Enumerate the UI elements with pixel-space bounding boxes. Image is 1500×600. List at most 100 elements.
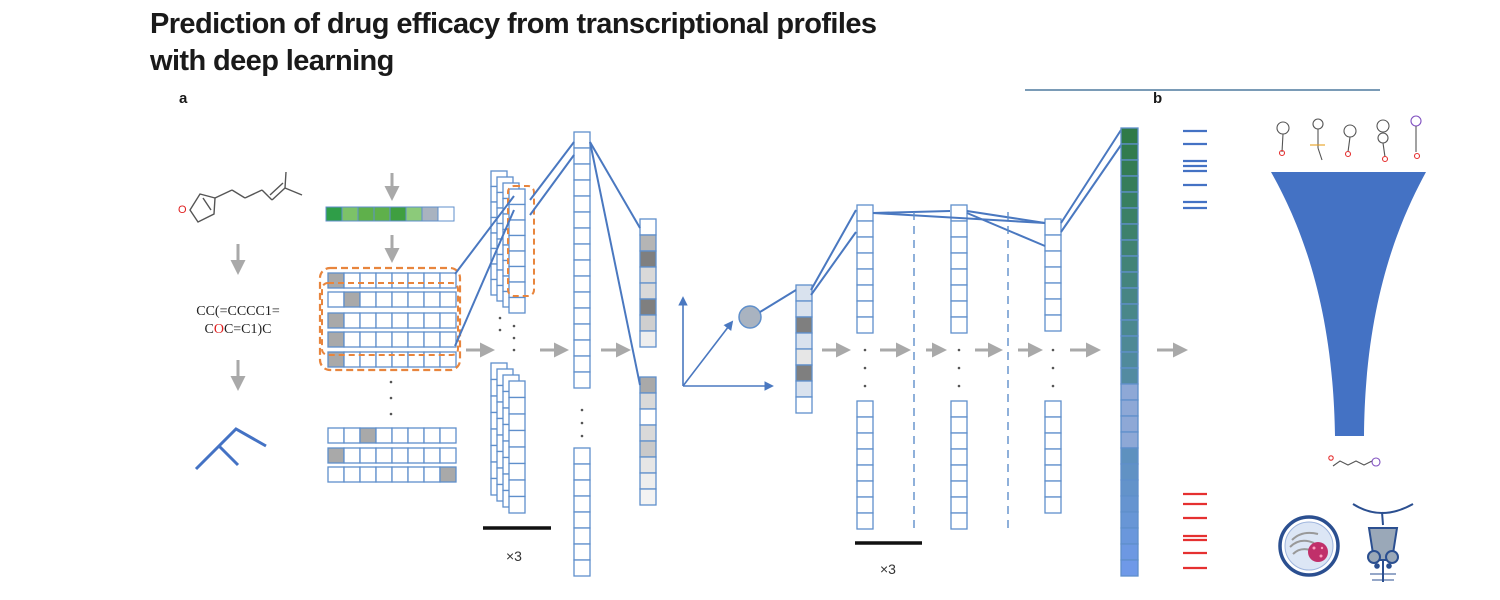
dense-cell [1044,282,1062,300]
matrix-cell [375,331,393,348]
matrix-cell [327,312,345,329]
dense-cell [950,432,968,450]
dense-cell [856,316,874,334]
matrix-cell [343,272,361,289]
latent-point [738,305,762,329]
output-cell [1120,335,1139,353]
dense-cell [573,323,591,341]
matrix-cell [439,272,457,289]
dense-cell [573,447,591,465]
output-cell [1120,351,1139,369]
up-regulated-genes [1183,129,1207,210]
output-cell [1120,479,1139,497]
matrix-cell [359,466,377,483]
dense-cell [573,307,591,325]
feature-map-cell [508,446,526,465]
dense-cell [856,448,874,466]
dense-cell [639,266,657,284]
output-cell [1120,511,1139,529]
dense-cell [639,298,657,316]
onehot-matrix [327,272,457,483]
latent-cell [795,364,813,382]
matrix-cell [439,312,457,329]
latent-cell [795,284,813,302]
dense-cell [856,432,874,450]
latent-cell [795,396,813,414]
ellipsis-dots-1 [389,380,393,416]
molecule-structure-icon [189,171,303,223]
candidate-molecules-icon [1276,115,1422,163]
dense-cell [573,291,591,309]
matrix-cell [423,272,441,289]
molecular-graph-icon [194,427,267,471]
dense-cell [950,400,968,418]
dense-cell [950,316,968,334]
dense-cell [573,275,591,293]
matrix-cell [327,272,345,289]
dense-cell [639,330,657,348]
matrix-cell [439,427,457,444]
matrix-cell [407,427,425,444]
dense-cell [573,259,591,277]
output-cell [1120,175,1139,193]
dense-cell [950,220,968,238]
conv-window-highlight [318,266,462,372]
latent-cell [795,300,813,318]
output-cell [1120,495,1139,513]
feature-map-cell [508,219,526,237]
dense-cell [950,284,968,302]
output-cell [1120,287,1139,305]
conv-connection-lines [454,195,515,347]
dense-cell [950,480,968,498]
dense-cell [573,527,591,545]
dense-cell [1044,218,1062,236]
output-cell [1120,239,1139,257]
smiles-highlight-atom: O [213,322,224,337]
dense-cell [856,400,874,418]
mouse-icon [1352,503,1414,582]
dense-cell [573,179,591,197]
output-cell [1120,143,1139,161]
matrix-cell [343,427,361,444]
dense-cell [573,355,591,373]
output-cell [1120,543,1139,561]
smiles-string: CC(=CCCC1= COC=C1)C [176,303,300,339]
feature-map-cell [508,380,526,399]
feature-map-cell [508,265,526,283]
matrix-cell [343,466,361,483]
dense-cell [1044,266,1062,284]
dense-cell [573,463,591,481]
dense-cell [1044,250,1062,268]
dense-cell [573,163,591,181]
dense-cell [573,227,591,245]
output-cell [1120,271,1139,289]
dense-cell [639,218,657,236]
matrix-cell [327,466,345,483]
dense-cell [639,424,657,442]
matrix-cell [423,466,441,483]
matrix-cell [439,466,457,483]
output-cell [1120,447,1139,465]
dense-cell [856,464,874,482]
dense-cell [639,250,657,268]
matrix-cell [407,331,425,348]
dense-cell [639,440,657,458]
matrix-cell [359,291,377,308]
dense-cell [573,559,591,577]
matrix-cell [359,427,377,444]
panel-a-label: a [179,90,188,107]
matrix-cell [359,312,377,329]
matrix-cell [375,312,393,329]
dense-cell [573,479,591,497]
panel-b-label: b [1153,90,1163,107]
cell-icon [1278,515,1340,577]
dense-cell [573,339,591,357]
dense-cell [950,268,968,286]
output-cell [1120,367,1139,385]
matrix-cell [375,466,393,483]
feature-map-cell [508,396,526,415]
dense-cell [1044,314,1062,332]
feature-map-cell [508,188,526,206]
matrix-cell [343,312,361,329]
output-cell [1120,223,1139,241]
